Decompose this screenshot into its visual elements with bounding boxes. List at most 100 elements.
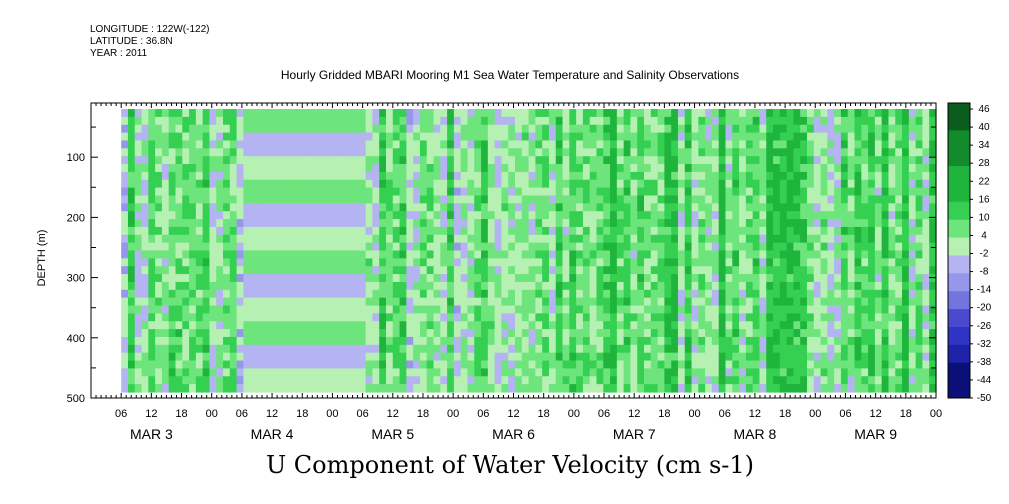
- heatmap-cell: [413, 132, 421, 142]
- heatmap-cell: [874, 109, 883, 118]
- heatmap-cell: [521, 336, 530, 346]
- heatmap-cell: [494, 336, 503, 346]
- heatmap-cell: [195, 352, 204, 362]
- heatmap-cell: [793, 250, 801, 259]
- heatmap-cell: [236, 305, 244, 314]
- heatmap-cell: [453, 109, 462, 118]
- heatmap-cell: [331, 305, 340, 314]
- heatmap-cell: [494, 187, 503, 197]
- heatmap-cell: [827, 179, 835, 189]
- heatmap-cell: [290, 124, 299, 134]
- heatmap-cell: [786, 274, 795, 283]
- heatmap-cell: [664, 203, 672, 212]
- heatmap-cell: [596, 140, 604, 149]
- heatmap-cell: [902, 258, 910, 267]
- heatmap-cell: [840, 219, 849, 228]
- heatmap-cell: [596, 124, 604, 134]
- heatmap-cell: [766, 250, 774, 259]
- heatmap-cell: [127, 132, 136, 142]
- heatmap-cell: [324, 258, 333, 267]
- heatmap-cell: [569, 281, 577, 291]
- heatmap-cell: [854, 313, 862, 322]
- heatmap-cell: [698, 195, 706, 204]
- heatmap-cell: [195, 226, 204, 236]
- heatmap-cell: [453, 187, 462, 197]
- heatmap-cell: [664, 219, 672, 228]
- heatmap-cell: [854, 211, 862, 220]
- heatmap-cell: [902, 187, 910, 197]
- heatmap-cell: [813, 148, 822, 157]
- heatmap-cell: [684, 164, 693, 173]
- heatmap-cell: [209, 195, 217, 204]
- heatmap-cell: [270, 360, 278, 369]
- heatmap-cell: [861, 148, 869, 157]
- heatmap-cell: [127, 352, 136, 362]
- heatmap-cell: [494, 368, 503, 377]
- heatmap-cell: [542, 289, 550, 299]
- heatmap-cell: [922, 219, 930, 228]
- heatmap-cell: [827, 195, 835, 204]
- heatmap-cell: [419, 179, 428, 189]
- heatmap-cell: [902, 124, 910, 134]
- heatmap-cell: [399, 211, 407, 220]
- heatmap-cell: [535, 179, 543, 189]
- heatmap-cell: [460, 164, 469, 173]
- heatmap-cell: [569, 336, 577, 346]
- heatmap-cell: [134, 140, 143, 149]
- heatmap-cell: [311, 148, 319, 157]
- heatmap-cell: [290, 195, 299, 204]
- heatmap-cell: [766, 164, 774, 173]
- heatmap-cell: [650, 116, 659, 126]
- heatmap-cell: [610, 203, 618, 212]
- heatmap-cell: [453, 297, 462, 307]
- heatmap-cell: [521, 187, 530, 197]
- heatmap-cell: [732, 109, 740, 118]
- heatmap-cell: [535, 226, 543, 236]
- heatmap-cell: [304, 124, 312, 134]
- heatmap-cell: [542, 297, 550, 307]
- heatmap-cell: [847, 352, 856, 362]
- heatmap-cell: [671, 384, 679, 393]
- heatmap-cell: [528, 266, 536, 275]
- heatmap-cell: [657, 250, 665, 259]
- heatmap-cell: [406, 281, 414, 291]
- heatmap-cell: [460, 187, 469, 197]
- heatmap-cell: [338, 344, 346, 354]
- heatmap-cell: [379, 140, 387, 149]
- heatmap-cell: [610, 344, 618, 354]
- heatmap-cell: [243, 164, 251, 173]
- heatmap-cell: [705, 266, 713, 275]
- heatmap-cell: [365, 203, 374, 212]
- heatmap-cell: [610, 195, 618, 204]
- heatmap-cell: [535, 148, 543, 157]
- heatmap-cell: [365, 109, 374, 118]
- heatmap-cell: [569, 344, 577, 354]
- x-day-label: MAR 6: [492, 426, 535, 442]
- heatmap-cell: [270, 124, 278, 134]
- heatmap-cell: [453, 336, 462, 346]
- heatmap-cell: [610, 266, 618, 275]
- heatmap-cell: [195, 368, 204, 377]
- heatmap-cell: [223, 219, 231, 228]
- heatmap-cell: [311, 179, 319, 189]
- heatmap-cell: [691, 242, 699, 252]
- heatmap-cell: [732, 376, 740, 385]
- heatmap-cell: [711, 321, 720, 330]
- heatmap-cell: [277, 109, 285, 118]
- heatmap-cell: [881, 289, 890, 299]
- heatmap-cell: [460, 203, 469, 212]
- heatmap-cell: [338, 352, 346, 362]
- heatmap-cell: [739, 109, 747, 118]
- heatmap-cell: [684, 266, 693, 275]
- heatmap-cell: [453, 360, 462, 369]
- heatmap-cell: [399, 266, 407, 275]
- heatmap-cell: [284, 164, 292, 173]
- heatmap-cell: [447, 187, 455, 197]
- heatmap-cell: [711, 179, 720, 189]
- heatmap-cell: [155, 329, 163, 338]
- heatmap-cell: [868, 195, 876, 204]
- heatmap-cell: [372, 109, 380, 118]
- heatmap-cell: [582, 187, 591, 197]
- heatmap-cell: [813, 203, 822, 212]
- colorbar-swatch: [948, 371, 970, 381]
